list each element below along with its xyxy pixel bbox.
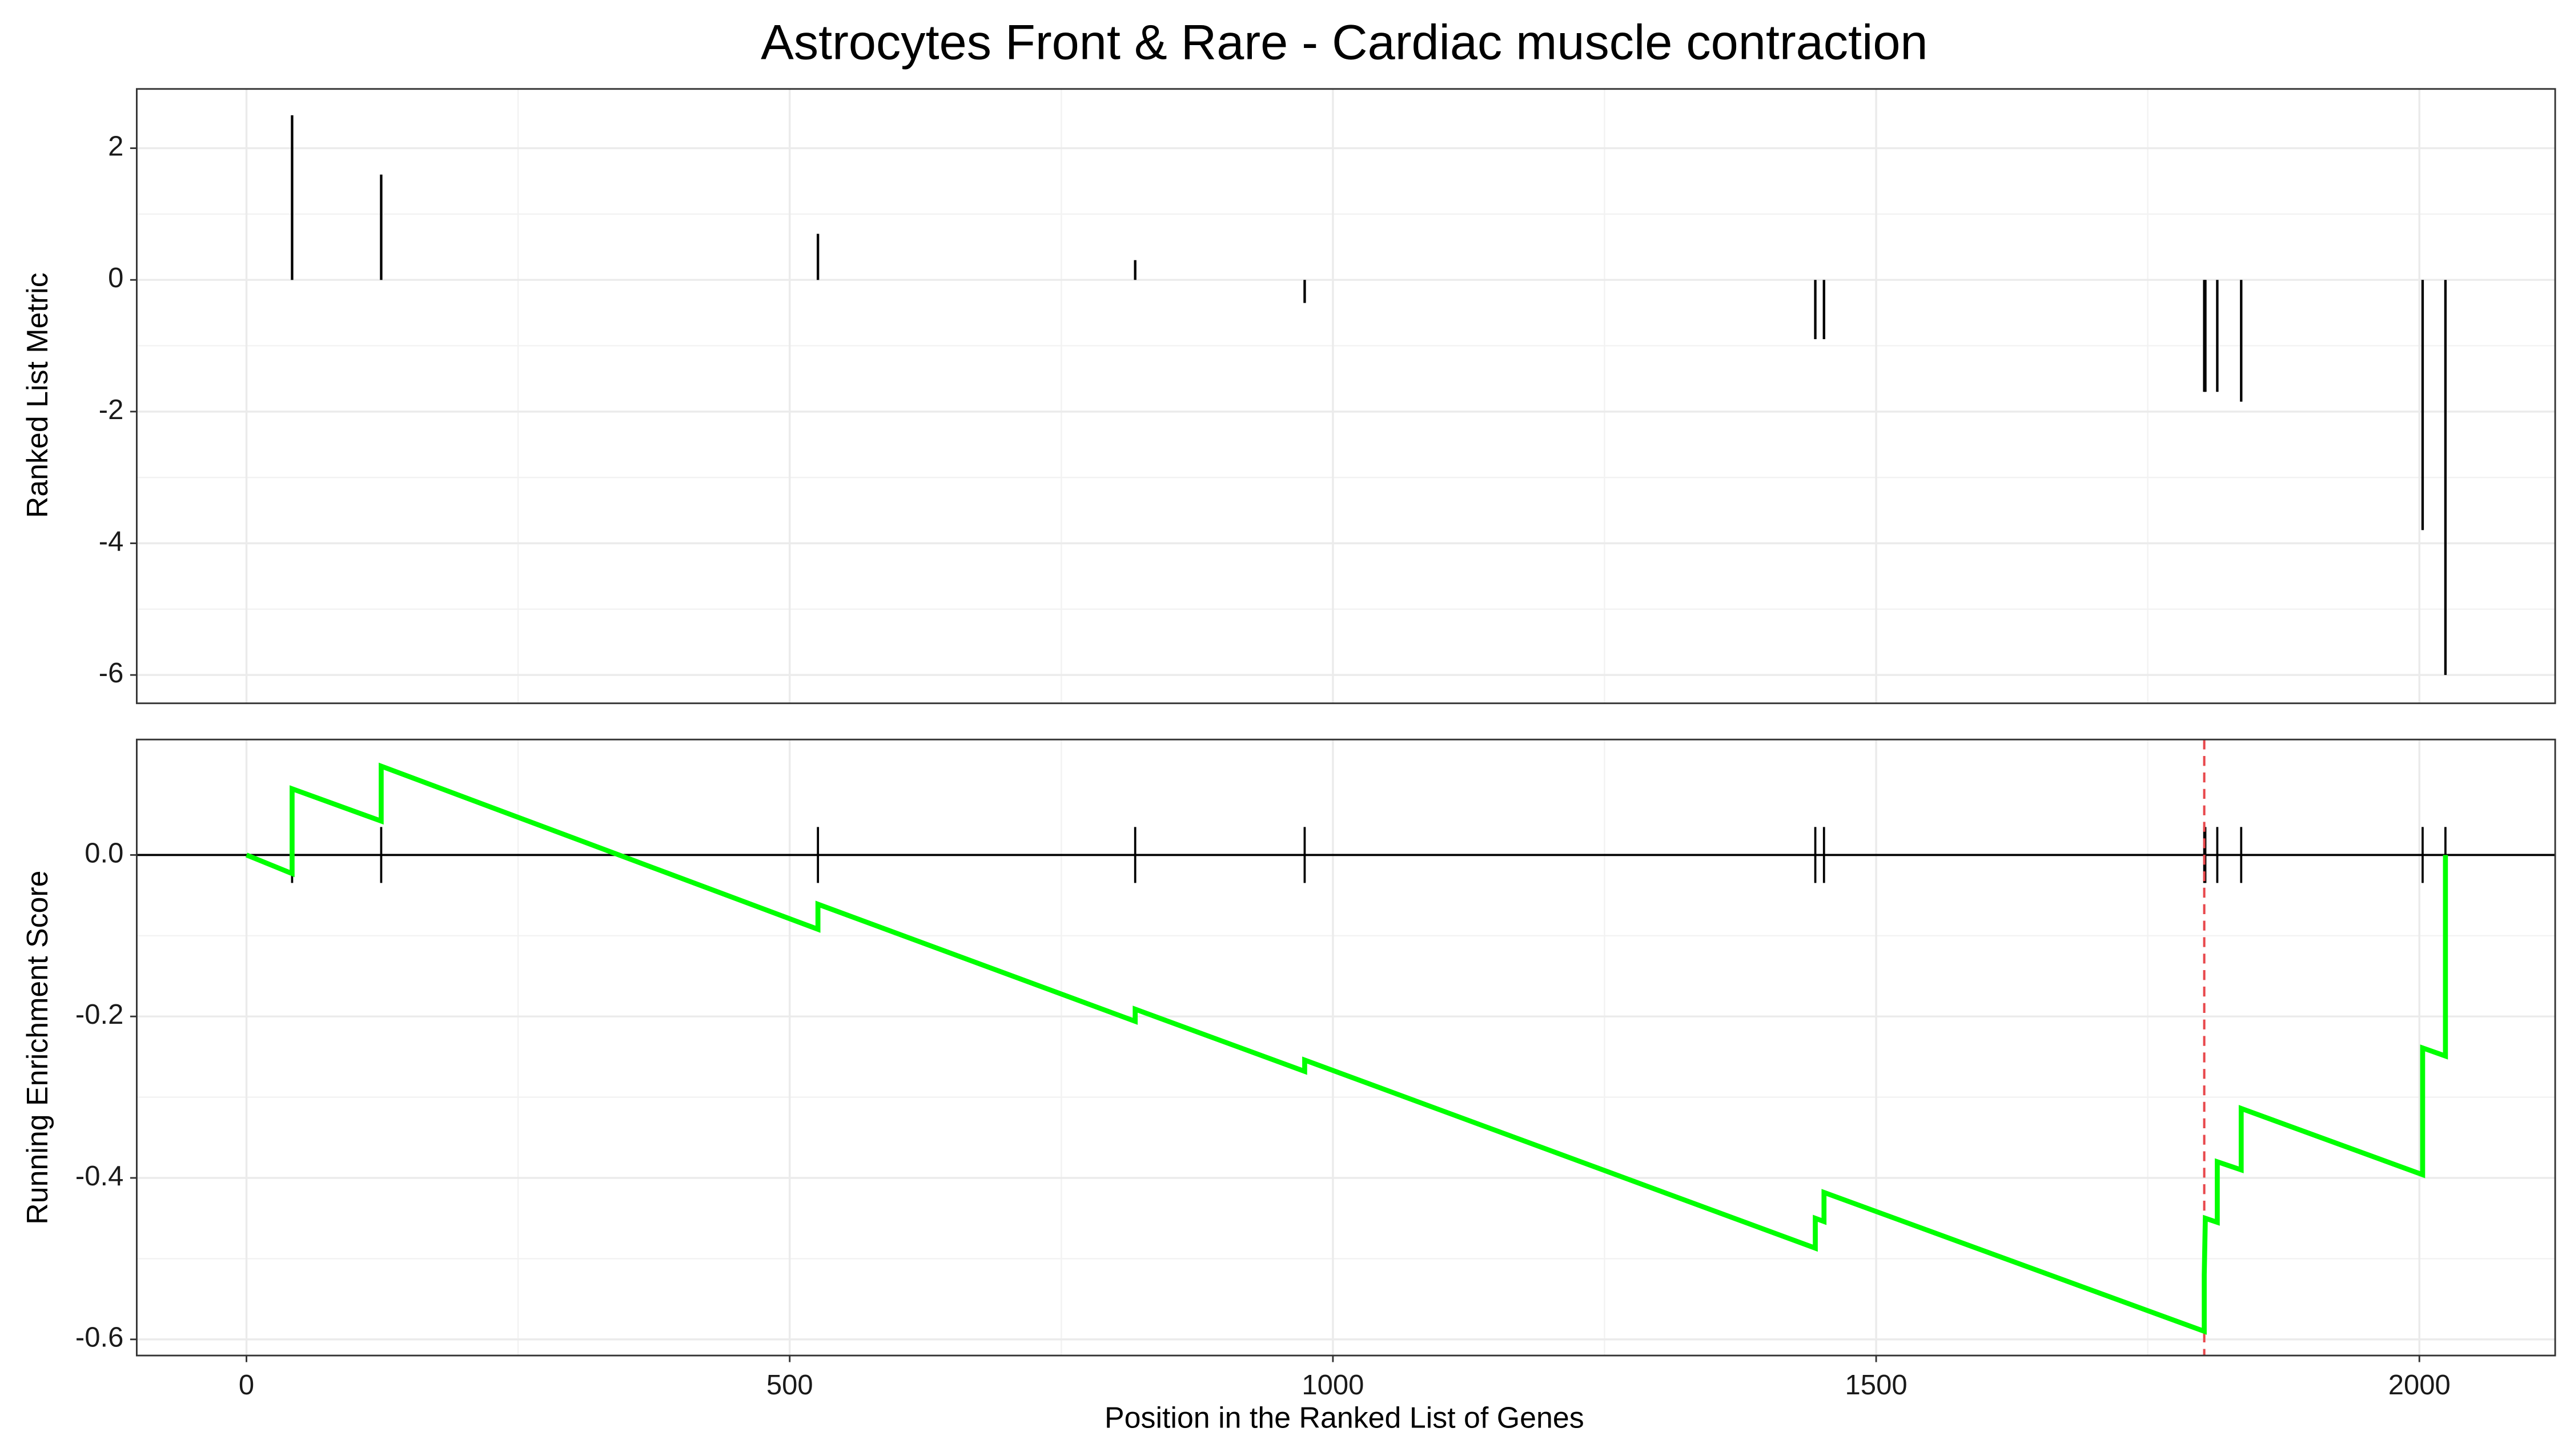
x-tick-label: 0: [239, 1370, 254, 1401]
y-axis-label: Ranked List Metric: [21, 272, 54, 518]
running-es-line: [245, 762, 2448, 1335]
x-tick-label: 500: [766, 1370, 813, 1401]
y-tick-label: -0.4: [75, 1161, 123, 1192]
y-tick-label: -4: [99, 526, 124, 557]
panel-background: [136, 89, 2556, 703]
x-tick-label: 2000: [2388, 1370, 2451, 1401]
y-tick-label: -0.2: [75, 999, 123, 1030]
y-tick-label: -0.6: [75, 1322, 123, 1353]
x-tick-label: 1000: [1302, 1370, 1364, 1401]
panel-background: [136, 739, 2556, 1356]
panel-border: [135, 88, 2556, 705]
y-tick-label: 0: [108, 263, 123, 293]
y-axis-label: Running Enrichment Score: [21, 870, 54, 1224]
x-tick-label: 1500: [1845, 1370, 1908, 1401]
y-tick-label: 2: [108, 131, 123, 162]
panel-border: [135, 738, 2556, 1357]
x-axis-label: Position in the Ranked List of Genes: [1105, 1401, 1584, 1434]
chart-title: Astrocytes Front & Rare - Cardiac muscle…: [761, 15, 1928, 70]
y-tick-label: -2: [99, 395, 124, 425]
y-tick-label: 0.0: [85, 838, 123, 868]
y-tick-label: -6: [99, 658, 124, 689]
